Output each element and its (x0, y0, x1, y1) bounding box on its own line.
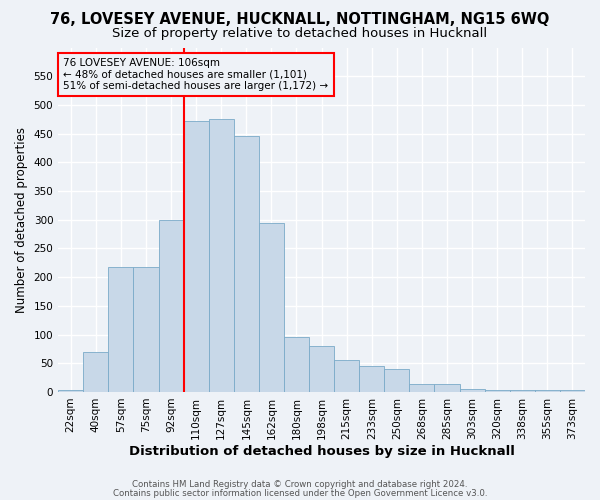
Bar (234, 136, 259, 392)
Text: 76 LOVESEY AVENUE: 106sqm
← 48% of detached houses are smaller (1,101)
51% of se: 76 LOVESEY AVENUE: 106sqm ← 48% of detac… (64, 58, 329, 91)
Text: Contains HM Land Registry data © Crown copyright and database right 2024.: Contains HM Land Registry data © Crown c… (132, 480, 468, 489)
Bar (485, 390, 510, 392)
Bar (359, 366, 385, 392)
Bar (284, 338, 309, 392)
Bar (510, 390, 535, 392)
Text: Contains public sector information licensed under the Open Government Licence v3: Contains public sector information licen… (113, 489, 487, 498)
Bar (560, 390, 585, 392)
Text: 76, LOVESEY AVENUE, HUCKNALL, NOTTINGHAM, NG15 6WQ: 76, LOVESEY AVENUE, HUCKNALL, NOTTINGHAM… (50, 12, 550, 28)
Y-axis label: Number of detached properties: Number of detached properties (15, 126, 28, 312)
Bar (158, 220, 184, 392)
X-axis label: Distribution of detached houses by size in Hucknall: Distribution of detached houses by size … (128, 444, 515, 458)
Bar (535, 390, 560, 392)
Bar (409, 384, 434, 392)
Text: Size of property relative to detached houses in Hucknall: Size of property relative to detached ho… (112, 28, 488, 40)
Bar (184, 121, 209, 392)
Bar (109, 267, 133, 392)
Bar (385, 369, 409, 392)
Bar (83, 352, 109, 392)
Bar (309, 346, 334, 392)
Bar (58, 390, 83, 392)
Bar (434, 384, 460, 392)
Bar (334, 360, 359, 392)
Bar (209, 120, 234, 392)
Bar (460, 389, 485, 392)
Bar (133, 267, 158, 392)
Bar (259, 222, 284, 392)
